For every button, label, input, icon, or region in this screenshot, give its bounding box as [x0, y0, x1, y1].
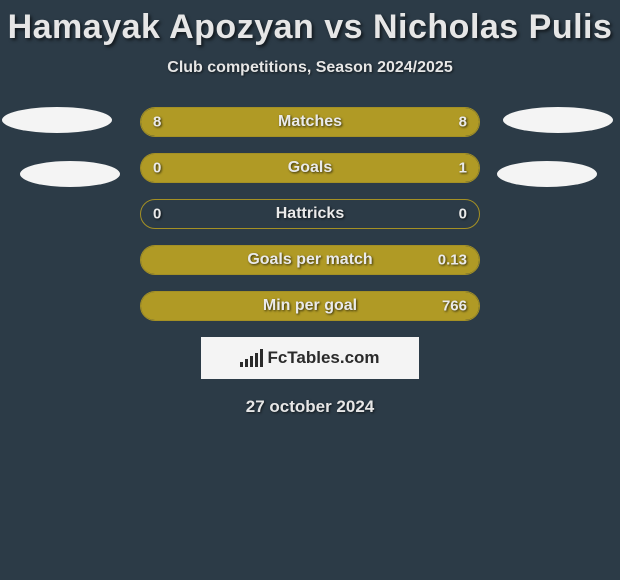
- bar-fill-right: [141, 154, 479, 182]
- footer-date: 27 october 2024: [0, 397, 620, 417]
- right-badges: [503, 107, 618, 215]
- badge-lozenge: [2, 107, 112, 133]
- stat-row: 766Min per goal: [140, 291, 480, 321]
- stat-left-value: 8: [153, 114, 161, 131]
- badge-lozenge: [497, 161, 597, 187]
- stat-row: 88Matches: [140, 107, 480, 137]
- bar-fill-left: [141, 108, 310, 136]
- bar-fill-right: [141, 246, 479, 274]
- bar-fill-right: [310, 108, 479, 136]
- stat-area: 88Matches01Goals00Hattricks0.13Goals per…: [0, 107, 620, 321]
- bar-fill-right: [141, 292, 479, 320]
- logo-text: FcTables.com: [267, 348, 379, 368]
- subtitle: Club competitions, Season 2024/2025: [0, 59, 620, 77]
- stat-left-value: 0: [153, 160, 161, 177]
- stat-right-value: 766: [442, 298, 467, 315]
- stat-row: 0 0Hattricks: [140, 199, 480, 229]
- stat-label: Hattricks: [141, 205, 479, 223]
- badge-lozenge: [503, 107, 613, 133]
- stat-right-value: 0: [459, 206, 467, 223]
- stat-row: 01Goals: [140, 153, 480, 183]
- logo-bar-icon: [245, 359, 248, 367]
- left-badges: [2, 107, 117, 215]
- comparison-card: Hamayak Apozyan vs Nicholas Pulis Club c…: [0, 0, 620, 417]
- stat-row: 0.13Goals per match: [140, 245, 480, 275]
- stat-right-value: 1: [459, 160, 467, 177]
- logo-bars-icon: [240, 349, 263, 367]
- badge-lozenge: [20, 161, 120, 187]
- logo-bar-icon: [240, 362, 243, 367]
- stat-bars: 88Matches01Goals00Hattricks0.13Goals per…: [140, 107, 480, 321]
- logo-bar-icon: [260, 349, 263, 367]
- logo-bar-icon: [255, 353, 258, 367]
- logo-bar-icon: [250, 356, 253, 367]
- stat-right-value: 0.13: [438, 252, 467, 269]
- stat-right-value: 8: [459, 114, 467, 131]
- page-title: Hamayak Apozyan vs Nicholas Pulis: [0, 8, 620, 47]
- logo: FcTables.com: [240, 348, 379, 368]
- logo-box: FcTables.com: [201, 337, 419, 379]
- stat-left-value: 0: [153, 206, 161, 223]
